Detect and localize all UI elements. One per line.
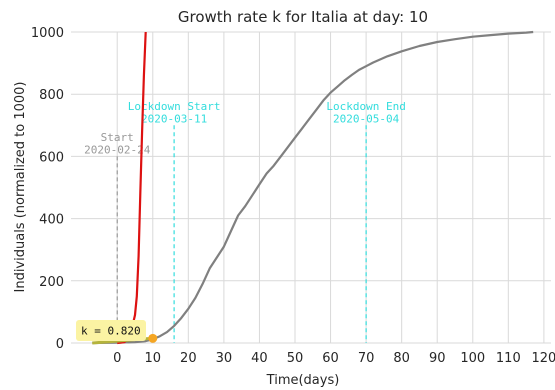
- event-label: Start: [101, 131, 134, 144]
- grid: [71, 31, 551, 344]
- series-line: [92, 30, 534, 345]
- current-day-marker: [148, 333, 158, 343]
- y-tick-label: 0: [56, 337, 64, 352]
- x-tick-label: 120: [531, 351, 555, 366]
- k-annotation-text: k = 0.820: [81, 325, 141, 338]
- x-tick-label: 50: [287, 351, 304, 366]
- x-tick-label: 30: [216, 351, 233, 366]
- event-label: 2020-02-24: [84, 143, 151, 156]
- event-label: 2020-05-04: [333, 112, 400, 125]
- x-tick-label: 70: [358, 351, 375, 366]
- x-tick-label: 100: [460, 351, 485, 366]
- series: [92, 30, 534, 345]
- x-tick-label: 110: [496, 351, 521, 366]
- x-tick-label: 10: [145, 351, 162, 366]
- event-label: Lockdown End: [326, 100, 405, 113]
- series-line: [117, 31, 147, 345]
- y-tick-label: 1000: [31, 26, 64, 41]
- y-axis-label: Individuals (normalized to 1000): [13, 82, 28, 293]
- y-tick-label: 400: [39, 213, 64, 228]
- y-tick-label: 200: [39, 275, 64, 290]
- x-axis-label: Time(days): [266, 373, 340, 388]
- x-tick-label: 0: [113, 351, 121, 366]
- annotations: k = 0.820: [76, 320, 158, 343]
- x-tick-label: 20: [180, 351, 197, 366]
- x-tick-label: 60: [322, 351, 339, 366]
- y-tick-label: 800: [39, 88, 64, 103]
- x-tick-label: 90: [429, 351, 446, 366]
- x-tick-label: 80: [393, 351, 410, 366]
- chart-title: Growth rate k for Italia at day: 10: [178, 8, 428, 26]
- event-label: Lockdown Start: [128, 100, 221, 113]
- tick-labels: 0 10 20 30 40 50 60 70 80 90 100 110 120 0 200 400 600 80…: [31, 26, 555, 366]
- event-label: 2020-03-11: [141, 112, 207, 125]
- k-annotation-box: [76, 320, 146, 341]
- x-tick-label: 40: [251, 351, 268, 366]
- y-tick-label: 600: [39, 150, 64, 165]
